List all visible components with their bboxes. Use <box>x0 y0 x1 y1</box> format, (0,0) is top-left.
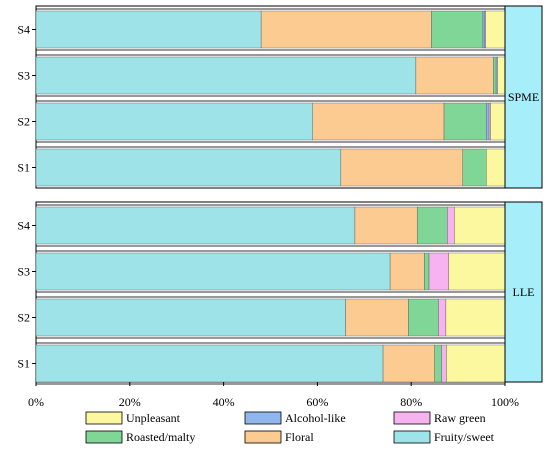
bar-segment-roasted-malty <box>424 252 430 291</box>
bar-segment-fruity-sweet <box>35 298 346 337</box>
bar-segment-fruity-sweet <box>35 56 417 95</box>
bar-segment-alcohol-like <box>495 56 498 95</box>
y-tick-label: S3 <box>17 265 30 279</box>
x-tick-label: 80% <box>400 395 422 409</box>
legend-swatch <box>393 411 431 425</box>
legend: Unpleasant Alcohol-like Raw green Roasted/m… <box>85 411 495 444</box>
legend-label: Unpleasant <box>126 411 181 425</box>
x-tick-label: 100% <box>491 395 519 409</box>
bar-segment-unpleasant <box>486 148 506 187</box>
bar-segment-fruity-sweet <box>35 10 262 49</box>
legend-swatch <box>85 430 123 444</box>
bar-segment-floral <box>260 10 432 49</box>
y-tick-label: S3 <box>17 69 30 83</box>
panel-spme: S4 S3 S2 S1 SPME <box>17 5 543 189</box>
legend-item: Raw green <box>393 411 486 425</box>
bar-segment-alcohol-like <box>486 102 490 141</box>
legend-swatch <box>244 430 282 444</box>
y-tick-label: S4 <box>17 219 30 233</box>
bar-segment-fruity-sweet <box>35 252 391 291</box>
bar-segment-fruity-sweet <box>35 102 313 141</box>
legend-item: Roasted/malty <box>85 430 195 444</box>
legend-label: Fruity/sweet <box>434 430 495 444</box>
y-tick-label: S2 <box>17 311 30 325</box>
panel-lle: S4 S3 S2 S1 LLE <box>17 201 543 385</box>
y-tick-label: S1 <box>17 357 30 371</box>
legend-label: Raw green <box>434 411 486 425</box>
y-tick-label: S2 <box>17 115 30 129</box>
bar-segment-roasted-malty <box>443 102 487 141</box>
y-tick-label: S4 <box>17 23 30 37</box>
legend-swatch <box>244 411 282 425</box>
y-tick-label: S1 <box>17 161 30 175</box>
bar-segment-fruity-sweet <box>35 206 356 245</box>
bar-segment-roasted-malty <box>462 148 487 187</box>
panel-label: LLE <box>513 285 535 299</box>
bar-segment-roasted-malty <box>408 298 439 337</box>
bar-segment-raw-green <box>447 206 455 245</box>
bar-segment-alcohol-like <box>482 10 486 49</box>
bar-segment-fruity-sweet <box>35 344 384 383</box>
legend-item: Alcohol-like <box>244 411 346 425</box>
bar-segment-unpleasant <box>497 56 506 95</box>
bar-segment-floral <box>389 252 425 291</box>
x-tick-label: 0% <box>28 395 44 409</box>
bar-segment-raw-green <box>441 344 447 383</box>
x-tick-label: 20% <box>119 395 141 409</box>
bar-segment-roasted-malty <box>434 344 442 383</box>
bar-segment-raw-green <box>428 252 449 291</box>
panel-label: SPME <box>508 90 539 104</box>
bar-segment-floral <box>382 344 435 383</box>
bar-segment-roasted-malty <box>431 10 484 49</box>
x-tick-label: 60% <box>306 395 328 409</box>
legend-label: Alcohol-like <box>285 411 346 425</box>
legend-label: Floral <box>285 430 314 444</box>
bar-segment-unpleasant <box>454 206 506 245</box>
x-tick-label: 40% <box>213 395 235 409</box>
bar-segment-floral <box>415 56 494 95</box>
legend-label: Roasted/malty <box>126 430 195 444</box>
bar-segment-roasted-malty <box>493 56 497 95</box>
bar-segment-raw-green <box>438 298 447 337</box>
legend-item: Fruity/sweet <box>393 430 495 444</box>
bar-segment-unpleasant <box>448 252 506 291</box>
bar-segment-floral <box>312 102 445 141</box>
panel-label-box <box>504 5 543 189</box>
panel-label-box <box>504 201 543 383</box>
bar-segment-floral <box>354 206 418 245</box>
legend-item: Unpleasant <box>85 411 181 425</box>
bar-segment-raw-green <box>488 102 491 141</box>
legend-swatch <box>85 411 123 425</box>
bar-segment-unpleasant <box>490 102 506 141</box>
bar-segment-unpleasant <box>445 298 506 337</box>
bar-segment-unpleasant <box>446 344 506 383</box>
bar-segment-roasted-malty <box>417 206 448 245</box>
bar-segment-unpleasant <box>485 10 506 49</box>
bar-segment-fruity-sweet <box>35 148 342 187</box>
bar-segment-floral <box>340 148 463 187</box>
bar-segment-floral <box>345 298 409 337</box>
legend-swatch <box>393 430 431 444</box>
x-axis: 0% 20% 40% 60% 80% 100% <box>28 382 519 409</box>
legend-item: Floral <box>244 430 314 444</box>
